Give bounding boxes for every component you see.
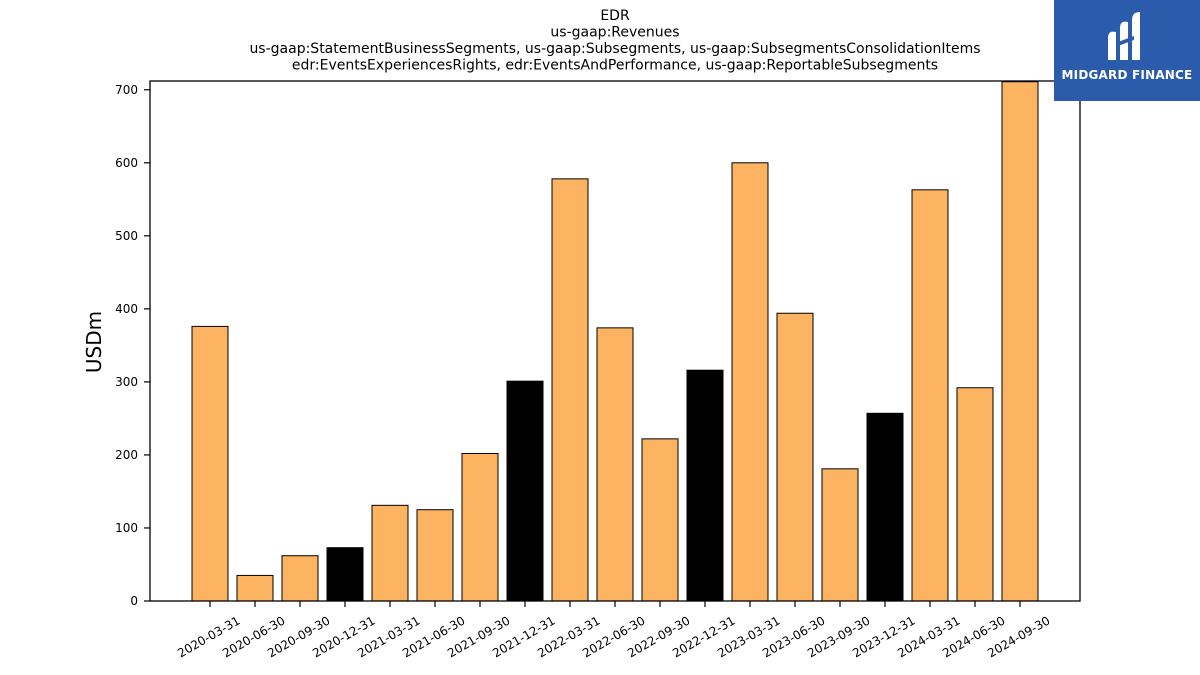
midgard-logo-icon: [1108, 12, 1140, 61]
y-axis-ticks: 0 100 200 300 400 500 600 700: [115, 83, 150, 608]
y-tick-label: 500: [115, 229, 138, 243]
plot-frame: [149, 80, 1081, 602]
bars: [191, 81, 1039, 602]
bar: [191, 325, 229, 602]
bar: [506, 380, 544, 602]
bar: [911, 189, 949, 602]
y-tick-label: 600: [115, 156, 138, 170]
chart-title-line: EDR: [600, 8, 630, 24]
bar: [731, 162, 769, 602]
chart-title: EDRus-gaap:Revenuesus-gaap:StatementBusi…: [249, 8, 980, 74]
brand-logo: MIDGARD FINANCE: [1054, 0, 1200, 101]
y-tick-label: 700: [115, 83, 138, 97]
y-tick-label: 0: [130, 594, 138, 608]
bar: [956, 387, 994, 602]
y-axis-label: USDm: [82, 311, 106, 373]
y-tick-label: 100: [115, 521, 138, 535]
chart-title-line: us-gaap:StatementBusinessSegments, us-ga…: [249, 41, 980, 57]
bar: [641, 438, 679, 602]
bar: [461, 452, 499, 602]
bar: [551, 178, 589, 602]
bar: [326, 547, 364, 602]
chart-title-line: us-gaap:Revenues: [550, 25, 679, 41]
bar: [281, 555, 319, 602]
chart-title-line: edr:EventsExperiencesRights, edr:EventsA…: [292, 58, 938, 74]
x-axis-ticks: 2020-03-312020-06-302020-09-302020-12-31…: [175, 601, 1053, 660]
bar: [236, 574, 274, 602]
bar: [1001, 81, 1039, 602]
y-tick-label: 300: [115, 375, 138, 389]
bar: [866, 412, 904, 602]
y-tick-label: 400: [115, 302, 138, 316]
bar: [776, 312, 814, 602]
bar: [821, 468, 859, 602]
bar: [416, 509, 454, 602]
brand-name: MIDGARD FINANCE: [1061, 68, 1193, 82]
bar: [686, 369, 724, 602]
bar: [596, 327, 634, 602]
y-tick-label: 200: [115, 448, 138, 462]
bar: [371, 504, 409, 602]
